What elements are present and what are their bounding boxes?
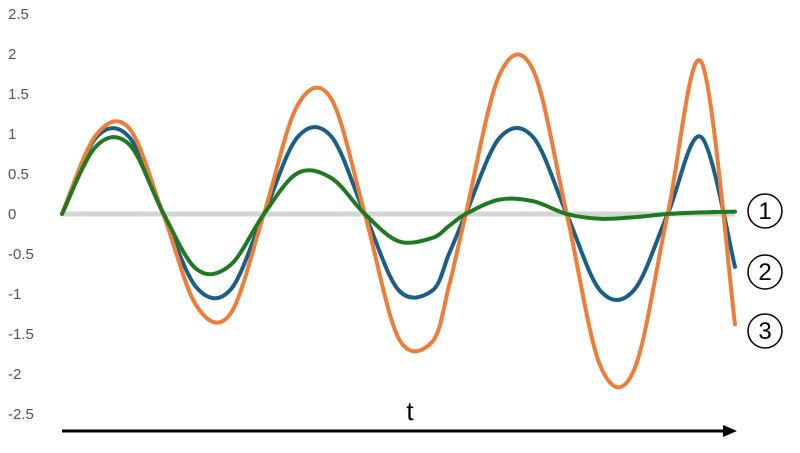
series-marker-circle-3 bbox=[747, 313, 783, 349]
y-tick-label: -1 bbox=[8, 286, 21, 303]
series-marker-circle-2 bbox=[747, 254, 783, 290]
series-marker-label-2: 2 bbox=[758, 259, 771, 286]
series-layer bbox=[60, 52, 737, 390]
y-tick-label: 2 bbox=[8, 46, 16, 63]
series-line-3 bbox=[60, 52, 737, 390]
y-tick-label: -2.5 bbox=[8, 406, 34, 423]
y-tick-label: 0 bbox=[8, 206, 16, 223]
series-markers: 1 2 3 bbox=[747, 193, 783, 349]
y-tick-label: 1 bbox=[8, 126, 16, 143]
y-tick-label: 1.5 bbox=[8, 86, 29, 103]
series-line-1 bbox=[60, 135, 737, 277]
y-axis-tick-labels: 2.5 2 1.5 1 0.5 0 -0.5 -1 -1.5 -2 -2.5 bbox=[8, 6, 34, 423]
series-line-2 bbox=[60, 125, 737, 302]
series-marker-label-1: 1 bbox=[758, 198, 771, 225]
y-tick-label: 0.5 bbox=[8, 166, 29, 183]
y-tick-label: 2.5 bbox=[8, 6, 29, 23]
y-tick-label: -2 bbox=[8, 366, 21, 383]
series-marker-label-3: 3 bbox=[758, 318, 771, 345]
x-axis-arrow-head bbox=[723, 425, 737, 437]
y-tick-label: -1.5 bbox=[8, 326, 34, 343]
x-axis-title: t bbox=[406, 396, 414, 426]
series-marker-circle-1 bbox=[747, 193, 783, 229]
y-tick-label: -0.5 bbox=[8, 246, 34, 263]
